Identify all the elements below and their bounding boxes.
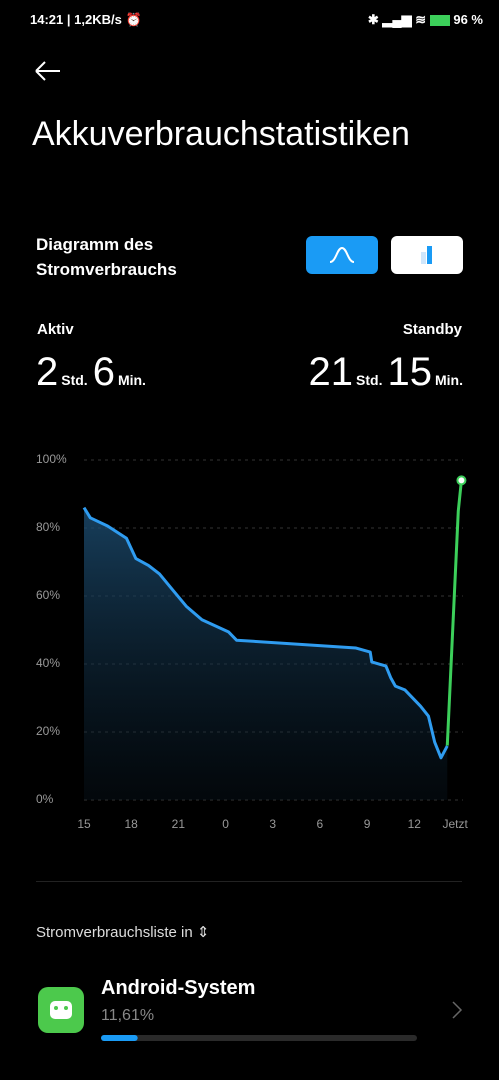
app-icon (38, 987, 84, 1033)
standby-label: Standby (402, 321, 462, 338)
bar-view-button[interactable] (391, 236, 463, 274)
back-button[interactable] (34, 60, 62, 82)
active-duration: 2 Std. 6 Min. (36, 350, 151, 395)
x-tick-label: 3 (269, 817, 276, 831)
list-title: Stromverbrauchsliste in (36, 924, 193, 941)
status-left: 14:21 | 1,2KB/s ⏰ (30, 12, 142, 27)
y-tick-label: 20% (36, 724, 60, 738)
standby-duration: 21 Std. 15 Min. (309, 350, 468, 395)
y-tick-label: 100% (36, 452, 67, 466)
y-tick-label: 60% (36, 588, 60, 602)
x-tick-label: 0 (222, 817, 229, 831)
end-marker (456, 475, 467, 486)
x-tick-label: 15 (77, 817, 91, 831)
line (82, 506, 449, 760)
active-minutes: 6 (92, 350, 115, 394)
area (84, 507, 448, 800)
x-tick-label: 9 (364, 817, 371, 831)
page-title: Akkuverbrauchstatistiken (32, 115, 410, 153)
list-header[interactable]: Stromverbrauchsliste in ⇕ (36, 924, 210, 941)
y-tick-label: 80% (36, 520, 60, 534)
unit: Min. (435, 372, 463, 388)
diagram-title: Diagramm des Stromverbrauchs (36, 235, 177, 279)
battery-icon (429, 15, 450, 27)
x-tick-label: Jetzt (442, 817, 468, 831)
chevron[interactable] (450, 1000, 464, 1020)
unit: Min. (117, 372, 146, 388)
app-usage: 11,61% (101, 1007, 155, 1024)
battery: 96 % (453, 12, 483, 27)
x-tick-label: 21 (172, 817, 186, 831)
chart: 0% 20% 40% 60% 80% 100% 15 18 21 0 3 6 9 12 Jetzt (36, 452, 468, 831)
active-hours: 2 (36, 350, 59, 394)
x-tick-label: 6 (317, 817, 324, 831)
unit: Std. (356, 372, 383, 388)
standby-hours: 21 (308, 350, 354, 394)
x-tick-label: 18 (124, 817, 138, 831)
x-tick-label: 12 (408, 817, 422, 831)
unit: Std. (61, 372, 88, 388)
active-label: Aktiv (37, 321, 74, 338)
line-view-button[interactable] (306, 236, 378, 274)
y-tick-label: 0% (36, 792, 54, 806)
app-name[interactable]: Android-System (101, 977, 256, 999)
status-right: ✱ ▂▄▆ ≋ 96 % (367, 12, 483, 27)
divider (36, 881, 462, 882)
line (445, 480, 463, 746)
usage-bar (101, 1035, 417, 1041)
time: 14:21 (30, 12, 64, 27)
standby-minutes: 15 (387, 350, 433, 394)
y-tick-label: 40% (36, 656, 60, 670)
net-speed: 1,2KB/s (74, 12, 122, 27)
usage-fill (101, 1035, 138, 1041)
